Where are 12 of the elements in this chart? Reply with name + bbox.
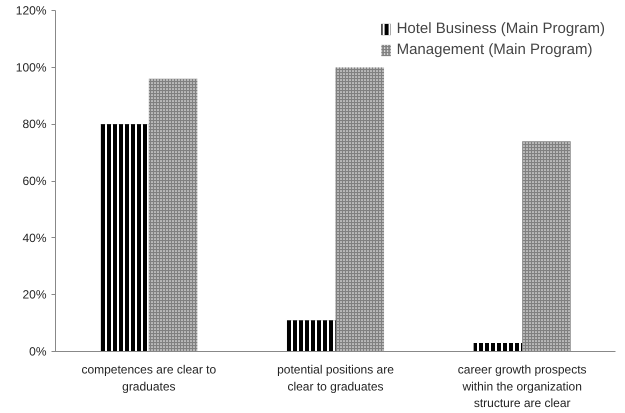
x-tick-label: competences are clear to graduates (81, 362, 217, 394)
x-tick-label: potential positions are clear to graduates (277, 362, 394, 394)
y-tick-label: 60% (22, 174, 47, 188)
y-tick-label: 0% (29, 344, 47, 358)
y-tick-label: 80% (22, 117, 47, 132)
y-tick-label: 40% (22, 230, 47, 245)
x-tick-label: career growth prospects within the organization structure are clear (458, 362, 587, 410)
legend-label: Management (Main Program) (396, 41, 593, 58)
y-tick-label: 120% (16, 4, 47, 18)
y-tick-label: 20% (22, 288, 47, 302)
legend-label: Hotel Business (Main Program) (396, 20, 605, 37)
y-tick-label: 100% (16, 60, 47, 74)
